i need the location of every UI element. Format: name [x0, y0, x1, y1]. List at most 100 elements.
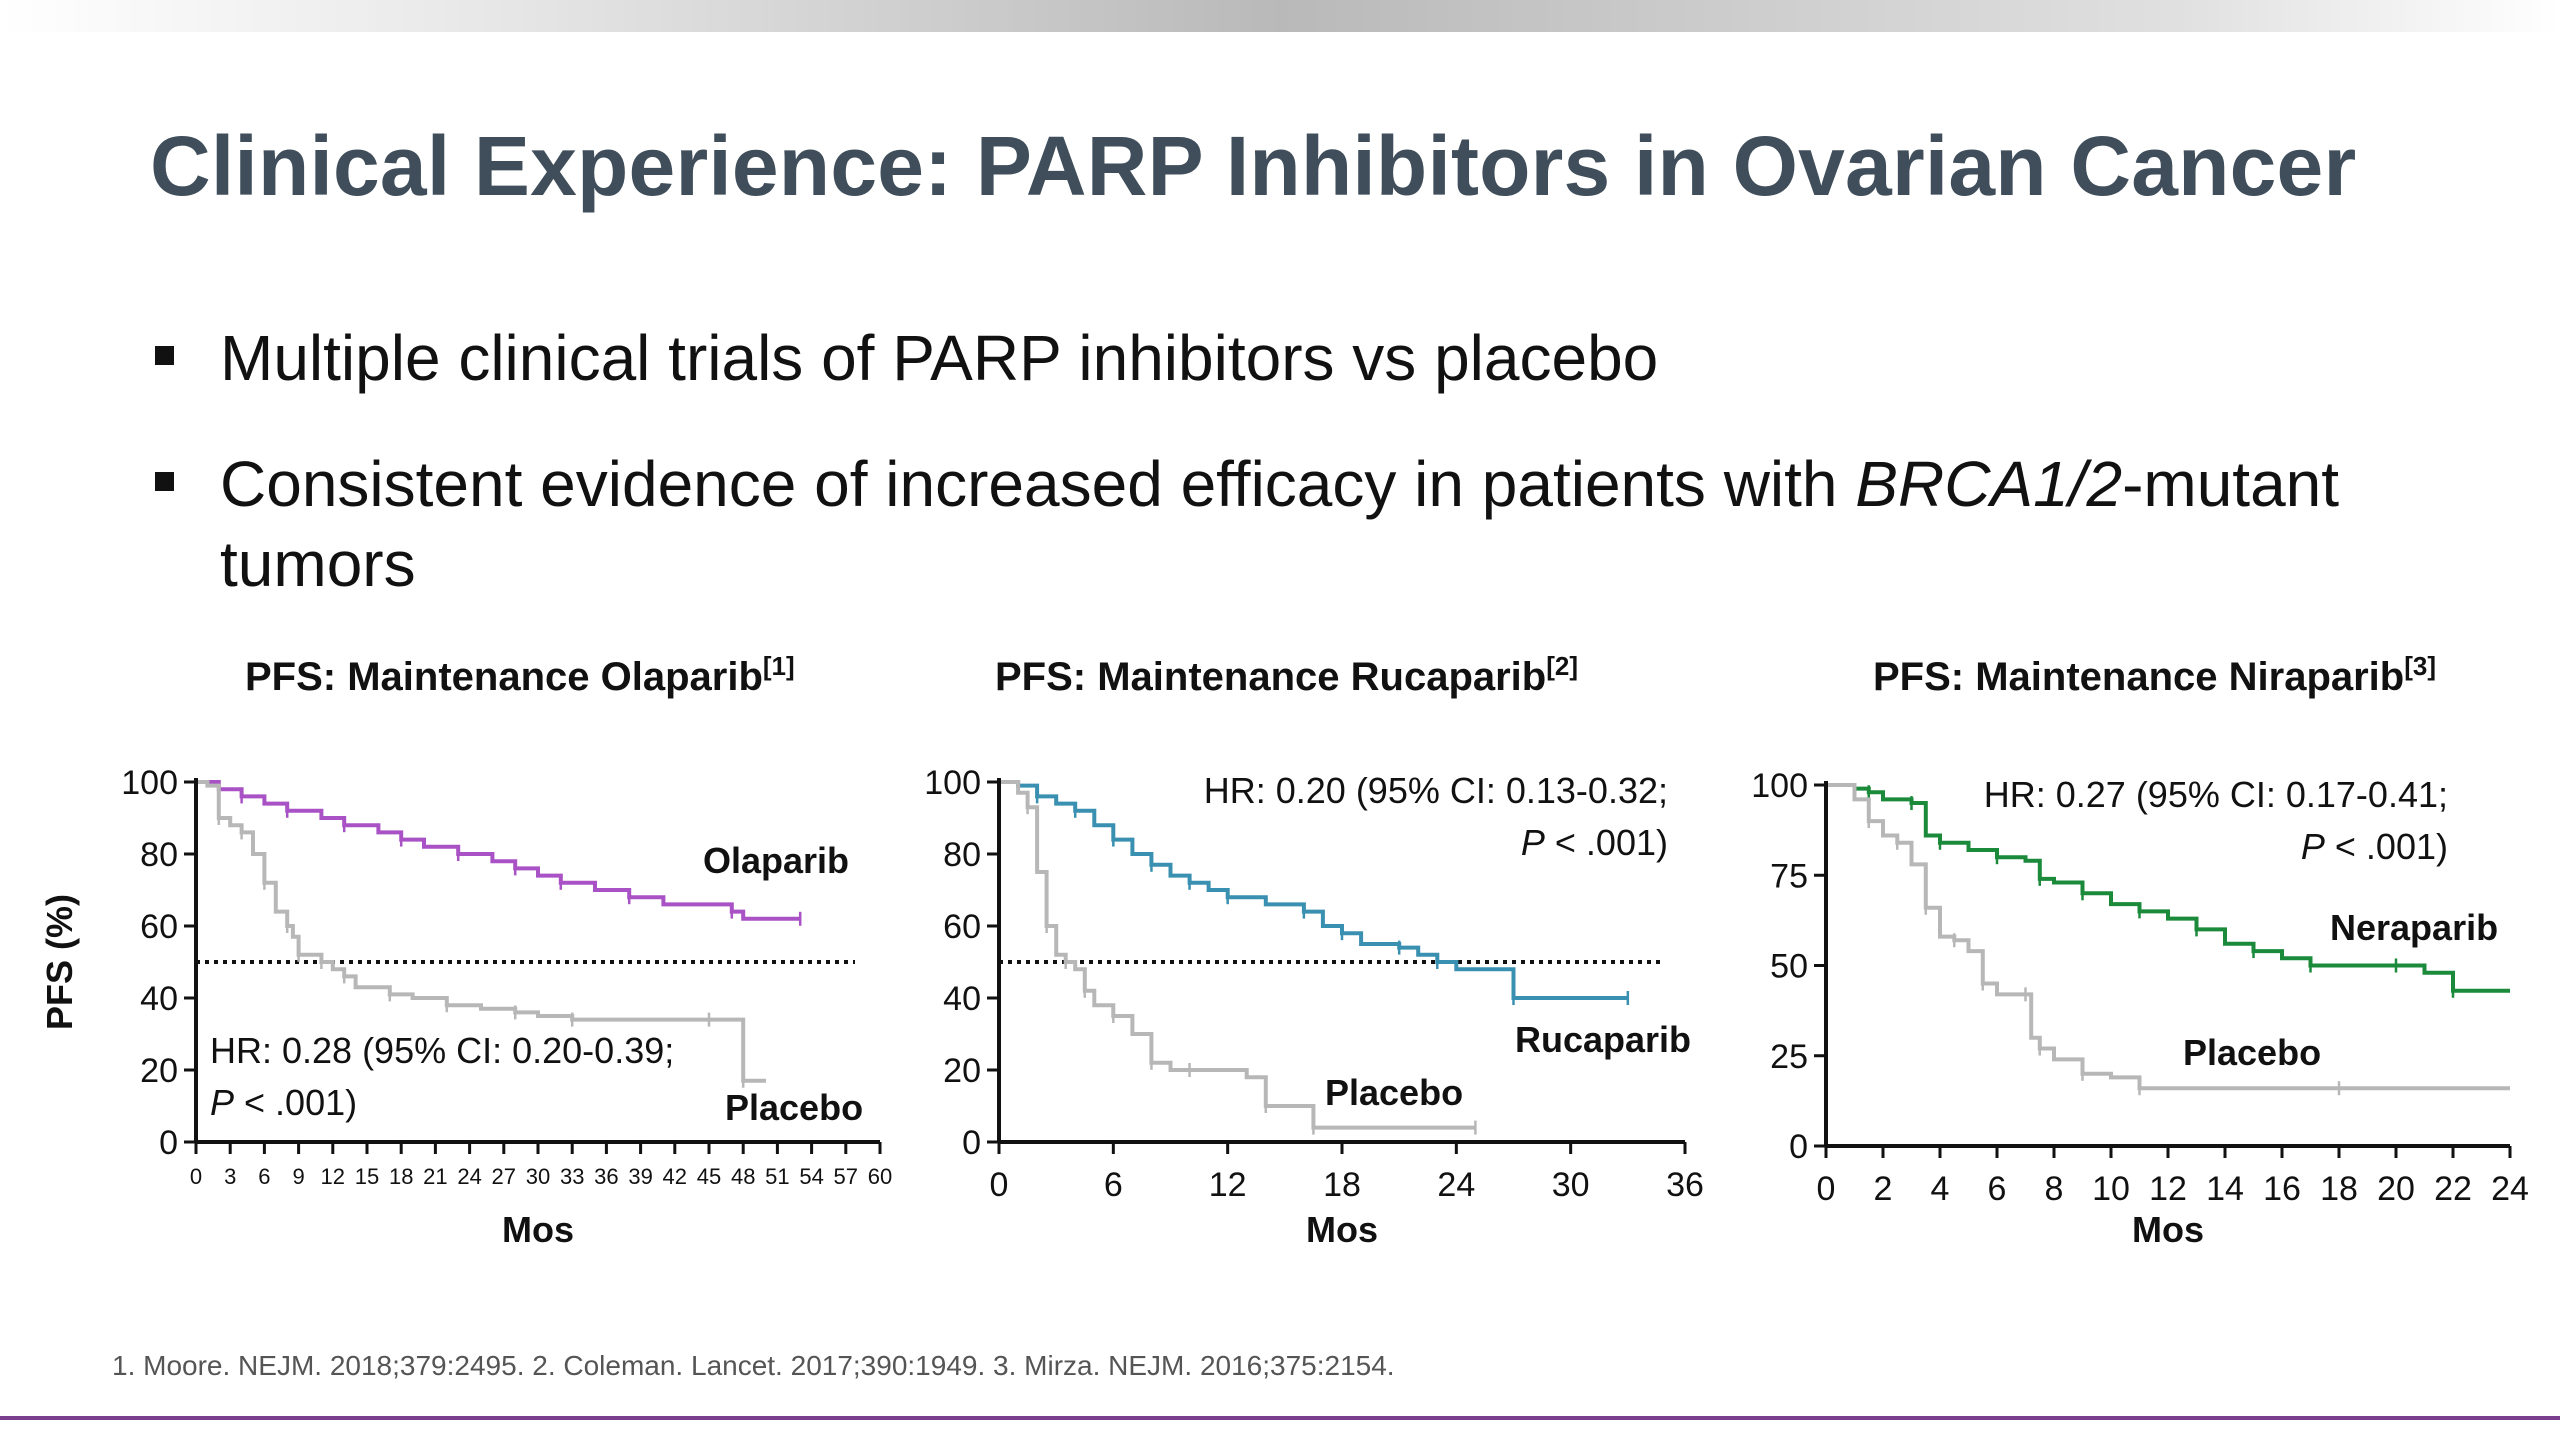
- x-tick-label: 30: [526, 1164, 550, 1189]
- x-tick-label: 36: [1666, 1166, 1704, 1204]
- p-value-italic: P: [1521, 822, 1545, 863]
- x-tick-label: 24: [1437, 1166, 1475, 1204]
- x-tick-label: 0: [1817, 1170, 1836, 1208]
- bullet-text-2-after: -mutant tumors: [220, 448, 2340, 600]
- x-tick-label: 24: [2491, 1170, 2529, 1208]
- x-tick-label: 48: [731, 1164, 755, 1189]
- series-line-placebo: [196, 780, 766, 1083]
- x-tick-label: 2: [1874, 1170, 1893, 1208]
- hr-annotation: HR: 0.27 (95% CI: 0.17-0.41;: [1984, 774, 2448, 815]
- x-tick-label: 36: [594, 1164, 618, 1189]
- x-tick-label: 57: [834, 1164, 858, 1189]
- p-value-italic: P: [2301, 826, 2325, 867]
- p-value-annotation: P < .001): [1521, 822, 1668, 863]
- x-axis-label: Mos: [502, 1209, 574, 1250]
- x-tick-label: 12: [2149, 1170, 2187, 1208]
- x-tick-label: 15: [355, 1164, 379, 1189]
- chart-title-niraparib-ref: [3]: [2404, 651, 2437, 681]
- y-tick-label: 100: [121, 764, 178, 802]
- x-tick-label: 18: [389, 1164, 413, 1189]
- series-label-rucaparib: Rucaparib: [1515, 1019, 1691, 1060]
- x-tick-label: 6: [1104, 1166, 1123, 1204]
- bullet-item-1: Multiple clinical trials of PARP inhibit…: [150, 318, 2430, 398]
- bullet-square-icon: [155, 346, 174, 365]
- chart-title-rucaparib-ref: [2]: [1546, 651, 1579, 681]
- x-tick-label: 14: [2206, 1170, 2244, 1208]
- y-tick-label: 50: [1770, 948, 1808, 986]
- x-tick-label: 45: [697, 1164, 721, 1189]
- y-tick-label: 0: [1789, 1128, 1808, 1166]
- x-axis-label: Mos: [2132, 1209, 2204, 1250]
- x-tick-label: 3: [224, 1164, 236, 1189]
- x-tick-label: 54: [799, 1164, 823, 1189]
- y-tick-label: 20: [943, 1052, 981, 1090]
- p-value-annotation: P < .001): [210, 1082, 357, 1123]
- x-tick-label: 51: [765, 1164, 789, 1189]
- p-value-italic: P: [210, 1082, 234, 1123]
- series-label-placebo: Placebo: [725, 1087, 863, 1128]
- x-tick-label: 18: [2320, 1170, 2358, 1208]
- x-tick-label: 0: [990, 1166, 1009, 1204]
- y-tick-label: 0: [962, 1124, 981, 1162]
- x-tick-label: 12: [321, 1164, 345, 1189]
- chart-title-rucaparib-text: PFS: Maintenance Rucaparib: [995, 655, 1547, 699]
- y-tick-label: 20: [140, 1052, 178, 1090]
- x-tick-label: 30: [1552, 1166, 1590, 1204]
- x-tick-label: 6: [1988, 1170, 2007, 1208]
- footnote-references: 1. Moore. NEJM. 2018;379:2495. 2. Colema…: [112, 1350, 1395, 1381]
- x-tick-label: 24: [457, 1164, 481, 1189]
- series-line-placebo: [1826, 783, 2510, 1091]
- y-tick-label: 60: [140, 908, 178, 946]
- series-line-rucaparib: [999, 780, 1628, 1000]
- series-line-placebo: [999, 780, 1476, 1130]
- chart-title-niraparib: PFS: Maintenance Niraparib[3]: [1873, 651, 2436, 700]
- bullet-list: Multiple clinical trials of PARP inhibit…: [150, 318, 2430, 650]
- bullet-text-2-italic: BRCA1/2: [1855, 448, 2123, 520]
- series-label-placebo: Placebo: [1325, 1072, 1463, 1113]
- y-tick-label: 80: [140, 836, 178, 874]
- chart-title-olaparib-text: PFS: Maintenance Olaparib: [245, 655, 763, 699]
- chart-title-niraparib-text: PFS: Maintenance Niraparib: [1873, 655, 2405, 699]
- y-tick-label: 40: [943, 980, 981, 1018]
- x-tick-label: 8: [2045, 1170, 2064, 1208]
- top-gradient-bar: [0, 0, 2560, 32]
- bottom-accent-rule: [0, 1416, 2560, 1420]
- series-label-neraparib: Neraparib: [2330, 907, 2498, 948]
- x-tick-label: 60: [868, 1164, 892, 1189]
- series-label-olaparib: Olaparib: [703, 840, 849, 881]
- bullet-text-1: Multiple clinical trials of PARP inhibit…: [220, 322, 1659, 394]
- bullet-text-2-before: Consistent evidence of increased efficac…: [220, 448, 1856, 520]
- x-tick-label: 16: [2263, 1170, 2301, 1208]
- y-tick-label: 75: [1770, 857, 1808, 895]
- series-label-placebo: Placebo: [2183, 1032, 2321, 1073]
- y-tick-label: 60: [943, 908, 981, 946]
- slide-title: Clinical Experience: PARP Inhibitors in …: [150, 119, 2357, 213]
- y-tick-label: 100: [924, 764, 981, 802]
- p-value-rest: < .001): [234, 1082, 357, 1123]
- y-tick-label: 80: [943, 836, 981, 874]
- x-tick-label: 22: [2434, 1170, 2472, 1208]
- y-tick-label: 0: [159, 1124, 178, 1162]
- p-value-rest: < .001): [2325, 826, 2448, 867]
- p-value-annotation: P < .001): [2301, 826, 2448, 867]
- p-value-rest: < .001): [1545, 822, 1668, 863]
- y-tick-label: 25: [1770, 1038, 1808, 1076]
- x-tick-label: 10: [2092, 1170, 2130, 1208]
- x-tick-label: 0: [190, 1164, 202, 1189]
- x-tick-label: 4: [1931, 1170, 1950, 1208]
- bullet-square-icon: [155, 472, 174, 491]
- series-line-neraparib: [1826, 783, 2510, 993]
- y-tick-label: 40: [140, 980, 178, 1018]
- x-tick-label: 9: [292, 1164, 304, 1189]
- bullet-item-2: Consistent evidence of increased efficac…: [150, 444, 2430, 604]
- chart-title-olaparib: PFS: Maintenance Olaparib[1]: [245, 651, 795, 700]
- chart-title-olaparib-ref: [1]: [762, 651, 795, 681]
- y-tick-label: 100: [1751, 767, 1808, 805]
- chart-panel-2: Rucaparib Placebo 0 20 40 60 80 100 0 6 12 18 24 30 36…: [924, 764, 1704, 1250]
- x-tick-label: 18: [1323, 1166, 1361, 1204]
- x-tick-label: 6: [258, 1164, 270, 1189]
- x-tick-label: 12: [1209, 1166, 1247, 1204]
- hr-annotation: HR: 0.20 (95% CI: 0.13-0.32;: [1204, 770, 1668, 811]
- x-tick-label: 27: [492, 1164, 516, 1189]
